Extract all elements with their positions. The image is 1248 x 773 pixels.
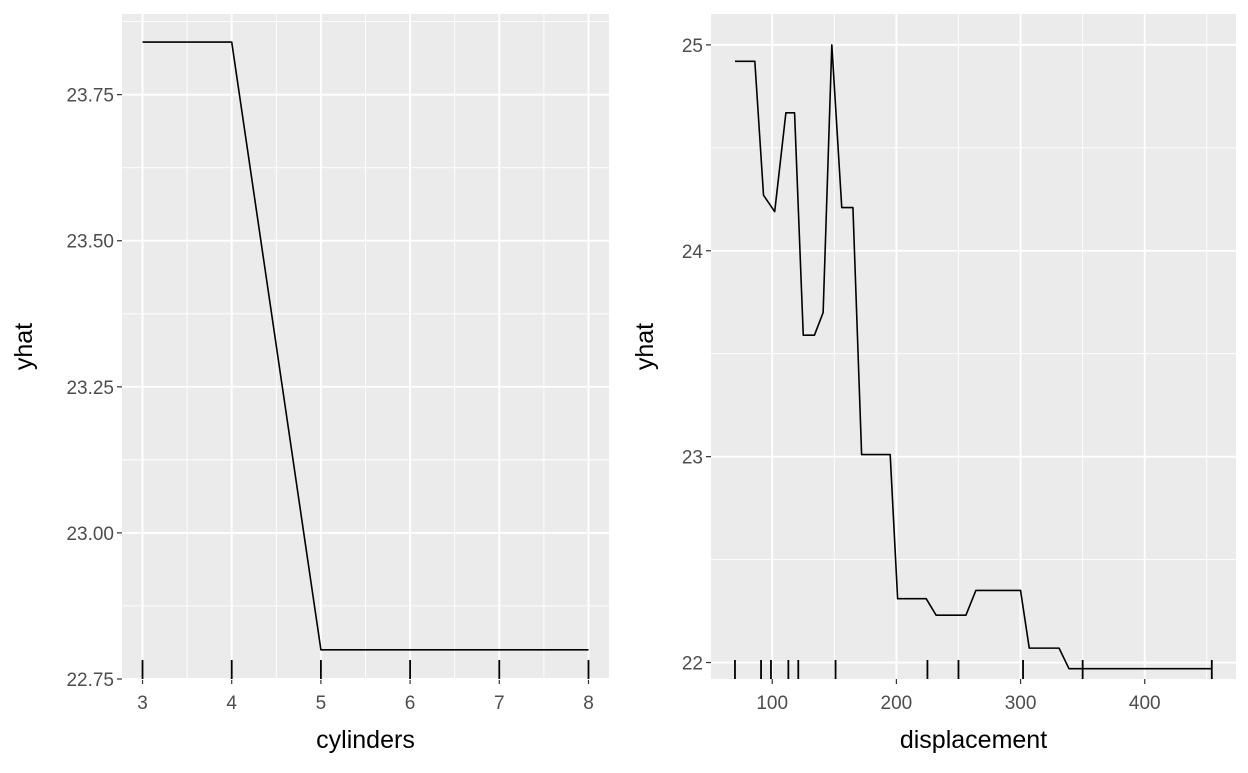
y-tick-label: 23.25 (66, 378, 114, 399)
x-tick-label: 7 (494, 693, 505, 714)
x-tick-label: 8 (583, 693, 594, 714)
x-tick-label: 100 (756, 693, 788, 714)
yhat-line (734, 44, 1212, 670)
yhat-line (142, 41, 589, 651)
x-tick-label: 400 (1129, 693, 1161, 714)
y-tick-label: 24 (682, 242, 704, 263)
y-tick-label: 23.00 (66, 524, 114, 545)
y-tick-label: 23.75 (66, 86, 114, 107)
y-tick-label: 22 (682, 654, 703, 675)
x-tick-label: 6 (405, 693, 416, 714)
y-tick-label: 23.50 (66, 232, 114, 253)
x-tick-label: 3 (137, 693, 148, 714)
cylinders-panel: 3 4 5 6 7 8 22.75 23.00 23.25 23.50 23.75 cylinders… (10, 14, 609, 754)
y-axis-title: yhat (631, 323, 659, 370)
x-tick-label: 4 (226, 693, 237, 714)
x-tick-label: 300 (1005, 693, 1037, 714)
y-tick-label: 22.75 (66, 670, 114, 691)
displacement-panel: 100 200 300 400 22 23 24 25 displacement yhat (631, 14, 1236, 754)
x-axis-title: cylinders (316, 726, 415, 754)
x-axis-title: displacement (900, 726, 1047, 754)
x-tick-label: 5 (316, 693, 327, 714)
y-tick-label: 23 (682, 448, 703, 469)
displacement-panel-background (711, 14, 1236, 679)
y-tick-label: 25 (682, 36, 703, 57)
x-tick-label: 200 (881, 693, 913, 714)
y-axis-title: yhat (10, 323, 38, 370)
